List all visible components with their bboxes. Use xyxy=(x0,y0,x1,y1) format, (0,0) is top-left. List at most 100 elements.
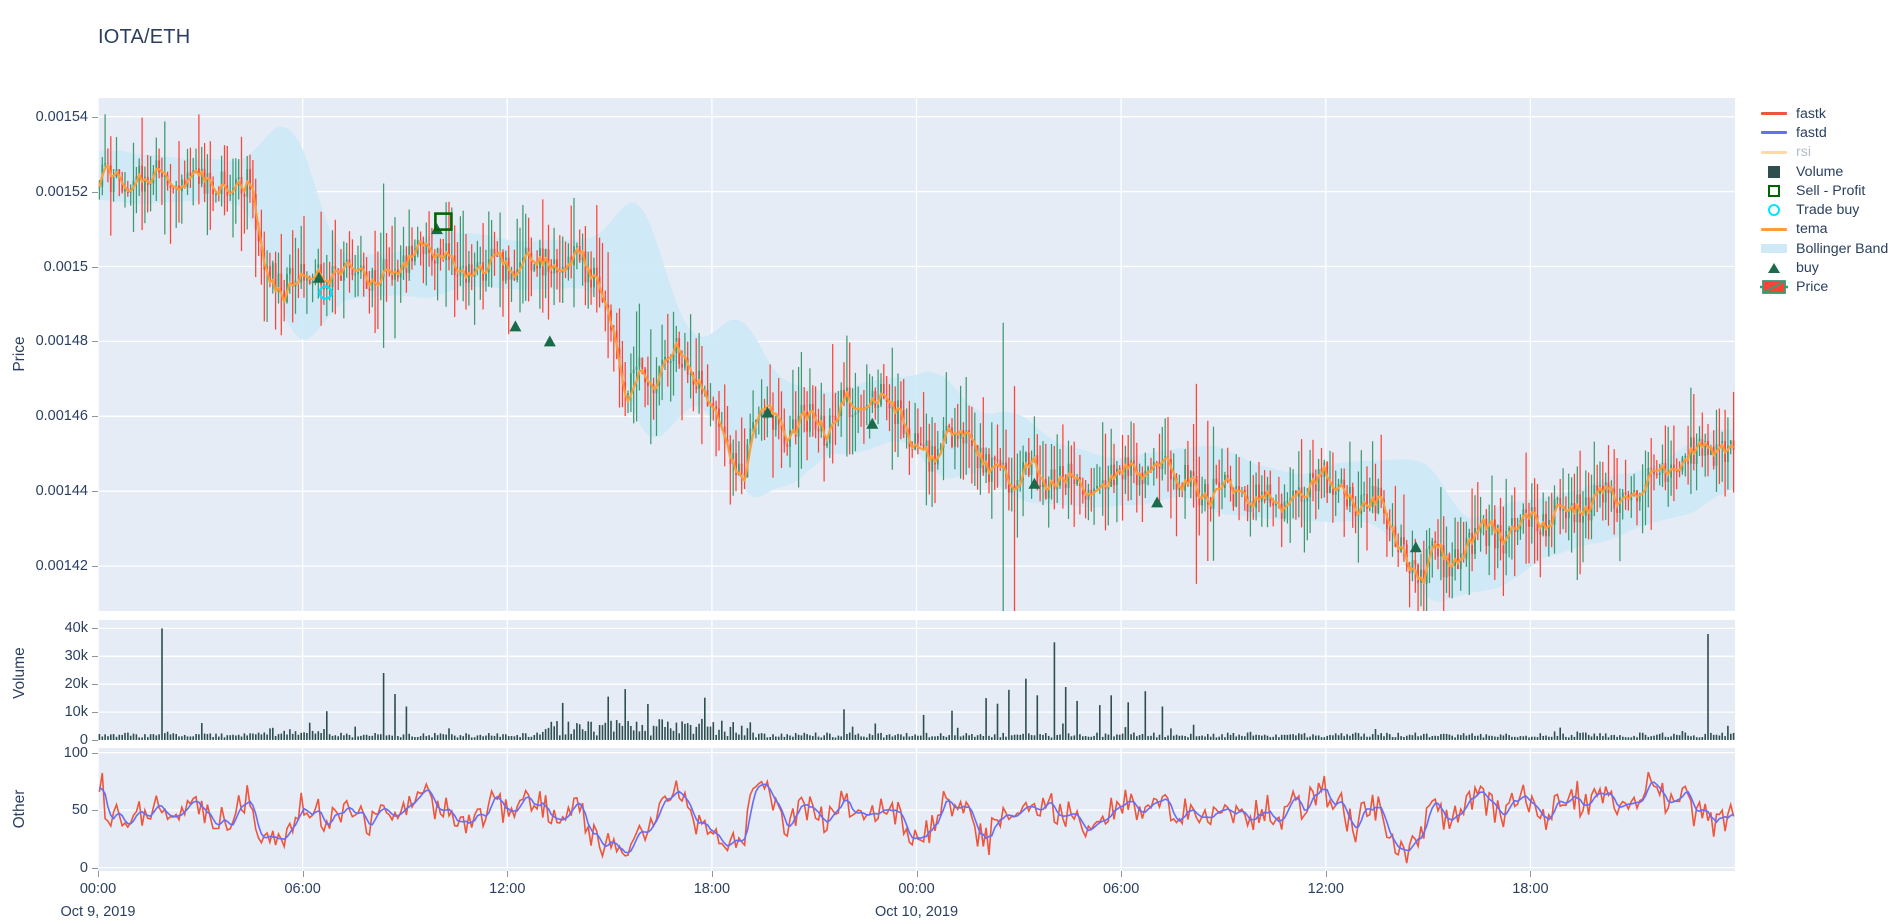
x-axis-tick: 06:00 xyxy=(284,881,321,897)
buy-marker[interactable] xyxy=(866,417,879,429)
legend-item-label: rsi xyxy=(1796,144,1811,161)
price-axis-title: Price xyxy=(11,335,28,372)
legend-item-fastd[interactable]: fastd xyxy=(1758,123,1888,142)
axis-tickmark xyxy=(92,740,98,741)
line-swatch-icon xyxy=(1761,112,1787,116)
x-axis-tick: 12:00 xyxy=(489,881,526,897)
volume-series[interactable] xyxy=(98,628,1735,740)
legend-circle-icon xyxy=(1758,204,1790,217)
x-axis-tick: 18:00 xyxy=(1512,881,1549,897)
legend-item-sell-profit[interactable]: Sell - Profit xyxy=(1758,181,1888,200)
volume-axis-title: Volume xyxy=(11,647,28,699)
price-axis-tick: 0.00142 xyxy=(35,558,88,575)
x-axis-tick: 06:00 xyxy=(1102,881,1140,897)
legend-item-label: Price xyxy=(1796,279,1829,296)
x-axis-tickmark xyxy=(1121,871,1123,877)
legend-item-trade-buy[interactable]: Trade buy xyxy=(1758,200,1888,219)
volume-axis-tick: 0 xyxy=(79,732,88,748)
candlestick-icon xyxy=(1760,280,1788,295)
tema-line[interactable] xyxy=(98,163,1735,585)
triangle-up-icon xyxy=(1768,263,1780,274)
band-swatch-icon xyxy=(1761,244,1787,254)
price-subplot[interactable] xyxy=(98,98,1735,611)
x-axis-tickmark xyxy=(302,871,304,877)
legend-item-label: Trade buy xyxy=(1796,202,1860,219)
other-axis-tick: 50 xyxy=(71,802,88,819)
fastk-line[interactable] xyxy=(98,771,1735,864)
legend-line-icon xyxy=(1758,150,1790,154)
axis-tickmark xyxy=(92,266,98,268)
x-axis-tickmark xyxy=(711,871,713,877)
legend-item-label: fastk xyxy=(1796,105,1826,122)
volume-axis-tick: 40k xyxy=(64,620,88,637)
other-axis-tick: 100 xyxy=(63,744,88,761)
axis-tickmark xyxy=(92,566,98,568)
legend-line-icon xyxy=(1758,227,1790,231)
axis-tickmark xyxy=(92,491,98,493)
axis-tickmark xyxy=(92,191,98,193)
x-axis-tickmark xyxy=(1325,871,1327,877)
trade-markers[interactable] xyxy=(313,212,1422,553)
legend-item-bollinger-band[interactable]: Bollinger Band xyxy=(1758,239,1888,258)
legend[interactable]: fastk fastd rsi Volume Sell - Profit Trade bu… xyxy=(1758,104,1888,297)
volume-axis-tick: 10k xyxy=(64,704,88,721)
legend-item-tema[interactable]: tema xyxy=(1758,220,1888,239)
legend-candlestick-icon xyxy=(1758,279,1790,295)
legend-item-price[interactable]: Price xyxy=(1758,278,1888,297)
axis-tickmark xyxy=(92,684,98,686)
x-axis-date-label: Oct 10, 2019 xyxy=(874,904,959,920)
x-axis-tick: 00:00 xyxy=(898,881,935,897)
legend-item-label: fastd xyxy=(1796,124,1827,141)
x-axis-tickmark xyxy=(98,871,99,877)
legend-item-rsi[interactable]: rsi xyxy=(1758,143,1888,162)
other-axis-tick: 0 xyxy=(79,859,88,876)
volume-axis-tick: 30k xyxy=(64,648,88,665)
legend-band-icon xyxy=(1758,244,1790,254)
page-title: IOTA/ETH xyxy=(98,26,191,48)
other-axis-title: Other xyxy=(11,789,28,828)
legend-item-fastk[interactable]: fastk xyxy=(1758,104,1888,123)
legend-square-icon xyxy=(1758,165,1790,178)
price-axis-tick: 0.00144 xyxy=(35,483,88,500)
x-axis-date-label: Oct 9, 2019 xyxy=(60,904,136,920)
legend-item-label: Sell - Profit xyxy=(1796,182,1866,199)
buy-marker[interactable] xyxy=(1151,496,1164,508)
axis-tickmark xyxy=(92,810,98,812)
price-axis-tick: 0.00146 xyxy=(35,408,88,425)
buy-marker[interactable] xyxy=(1409,541,1422,553)
legend-item-volume[interactable]: Volume xyxy=(1758,162,1888,181)
legend-item-label: buy xyxy=(1796,260,1819,277)
trade-buy-marker[interactable] xyxy=(318,285,333,300)
legend-item-label: tema xyxy=(1796,221,1828,238)
price-axis-tick: 0.00148 xyxy=(35,333,88,350)
buy-marker[interactable] xyxy=(761,406,774,418)
price-axis-tick: 0.00154 xyxy=(35,108,88,125)
x-axis-tickmark xyxy=(1530,871,1532,877)
price-axis-tick: 0.00152 xyxy=(35,183,88,200)
square-open-icon xyxy=(1768,184,1780,197)
legend-line-icon xyxy=(1758,112,1790,116)
buy-marker[interactable] xyxy=(313,271,325,283)
buy-marker[interactable] xyxy=(543,335,556,347)
fastd-line[interactable] xyxy=(98,781,1734,854)
sell-profit-marker[interactable] xyxy=(434,212,453,231)
axis-tickmark xyxy=(92,712,98,714)
legend-triangle-icon xyxy=(1758,263,1790,274)
line-swatch-icon xyxy=(1761,150,1787,154)
bollinger-band-area xyxy=(99,126,1734,602)
axis-tickmark xyxy=(92,752,98,754)
legend-item-buy[interactable]: buy xyxy=(1758,258,1888,277)
buy-marker[interactable] xyxy=(1028,477,1041,489)
legend-square-open-icon xyxy=(1758,184,1790,197)
buy-marker[interactable] xyxy=(509,320,522,332)
square-swatch-icon xyxy=(1768,165,1780,178)
legend-item-label: Bollinger Band xyxy=(1796,240,1888,257)
line-swatch-icon xyxy=(1761,227,1787,231)
circle-open-icon xyxy=(1768,204,1780,217)
axis-tickmark xyxy=(92,656,98,658)
axis-tickmark xyxy=(92,116,98,118)
volume-subplot[interactable] xyxy=(98,620,1735,740)
legend-line-icon xyxy=(1758,131,1790,135)
other-subplot[interactable] xyxy=(98,748,1735,871)
